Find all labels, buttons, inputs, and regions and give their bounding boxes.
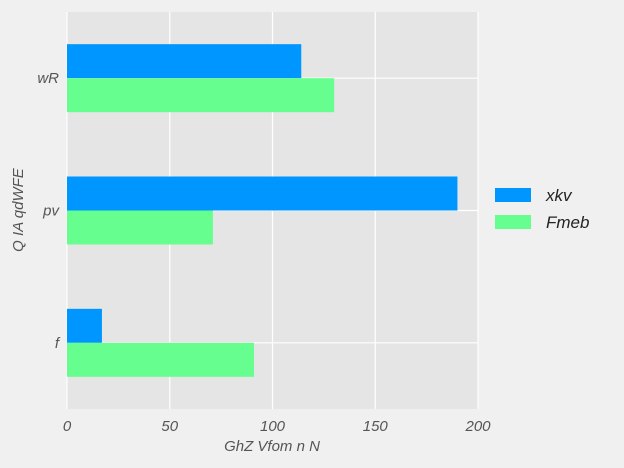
y-tick-labels: f pv wR bbox=[37, 70, 61, 352]
y-axis-title: Q IA qdWFE bbox=[10, 167, 27, 252]
x-tick-label: 50 bbox=[161, 418, 178, 435]
bar-xkv bbox=[67, 308, 102, 343]
legend-label-xkv: xkv bbox=[545, 186, 573, 205]
legend: xkv Fmeb bbox=[495, 186, 589, 232]
x-tick-label: 150 bbox=[363, 418, 389, 435]
y-tick-label: f bbox=[55, 335, 61, 352]
bar-Fmeb bbox=[67, 342, 255, 377]
legend-swatch-Fmeb bbox=[495, 215, 531, 229]
x-tick-label: 200 bbox=[464, 418, 491, 435]
bar-xkv bbox=[67, 44, 302, 79]
x-tick-label: 100 bbox=[260, 418, 286, 435]
y-tick-label: wR bbox=[37, 70, 59, 87]
y-tick-label: pv bbox=[42, 203, 60, 220]
legend-swatch-xkv bbox=[495, 188, 531, 202]
bar-Fmeb bbox=[67, 210, 213, 245]
x-tick-label: 0 bbox=[63, 418, 72, 435]
bar-Fmeb bbox=[67, 78, 335, 113]
bars bbox=[67, 44, 458, 377]
legend-label-Fmeb: Fmeb bbox=[546, 213, 589, 232]
x-axis-title: GhZ Vfom n N bbox=[224, 438, 320, 455]
bar-xkv bbox=[67, 176, 458, 211]
x-tick-labels: 0 50 100 150 200 bbox=[63, 418, 491, 435]
